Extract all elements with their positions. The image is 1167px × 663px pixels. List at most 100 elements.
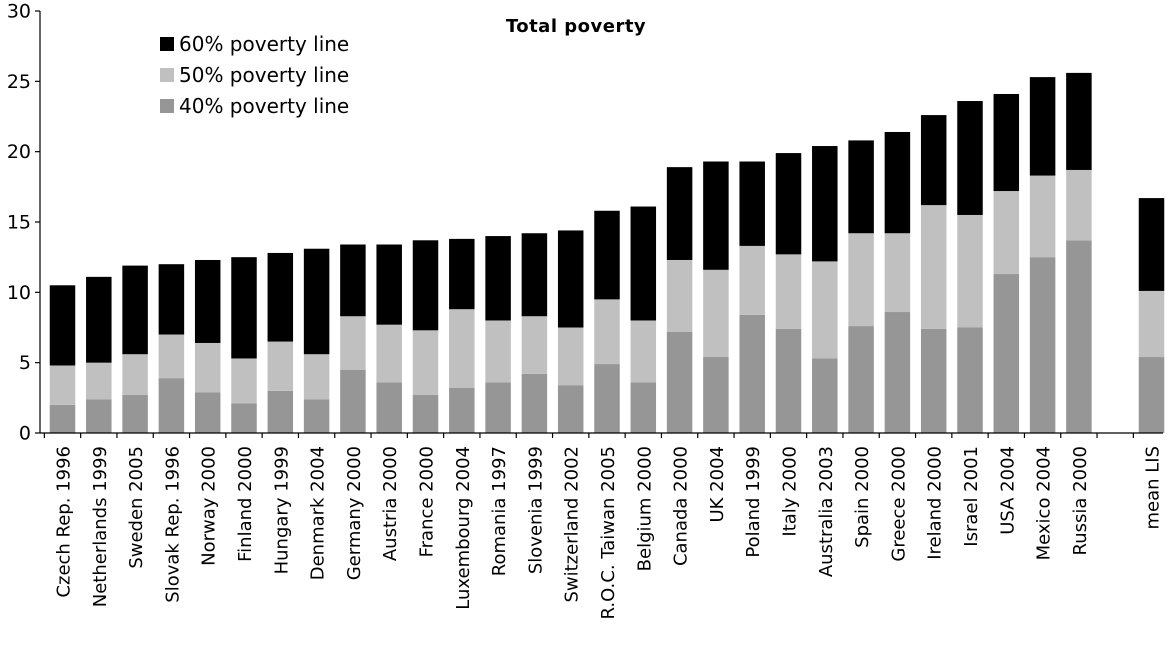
bar-segment-3-29: [1066, 72, 1092, 170]
bar-segment-1-25: [920, 328, 947, 433]
x-tick-label-10: Austria 2000: [380, 446, 401, 561]
bar-segment-1-14: [521, 373, 548, 433]
bar-segment-1-29: [1066, 240, 1092, 433]
bar-segment-1-5: [194, 392, 221, 433]
bar-segment-1-13: [485, 382, 511, 433]
x-tick-label-24: Greece 2000: [888, 446, 909, 562]
legend-swatch-2: [160, 68, 174, 82]
legend: 60% poverty line 50% poverty line 40% pove…: [160, 32, 349, 118]
bar-segment-1-12: [449, 387, 475, 433]
bar-segment-2-12: [449, 309, 475, 388]
x-tick-label-16: R.O.C. Taiwan 2005: [598, 446, 619, 620]
bar-segment-3-21: [775, 153, 802, 255]
bar-segment-1-2: [86, 399, 112, 433]
x-tick-label-2: Netherlands 1999: [90, 446, 111, 607]
bar-segment-2-11: [412, 330, 439, 396]
bar-segment-1-9: [340, 369, 366, 433]
bar-segment-3-9: [340, 244, 366, 317]
x-tick-label-5: Norway 2000: [199, 446, 220, 566]
x-tick-label-17: Belgium 2000: [634, 446, 655, 571]
bar-segment-2-23: [848, 233, 874, 327]
x-tick-label-23: Spain 2000: [852, 446, 873, 548]
bar-segment-1-23: [848, 326, 874, 433]
x-tick-label-12: Luxembourg 2004: [453, 446, 474, 610]
bar-segment-2-26: [957, 214, 983, 328]
legend-swatch-1: [160, 37, 174, 51]
x-tick-label-28: Mexico 2004: [1034, 446, 1055, 560]
bar-segment-2-17: [630, 320, 657, 383]
bar-segment-1-3: [122, 395, 148, 433]
bar-segment-2-30: [1138, 290, 1165, 358]
x-tick-label-27: USA 2004: [997, 446, 1018, 535]
bar-segment-3-27: [993, 93, 1020, 192]
bar-segment-3-4: [158, 264, 185, 335]
bar-segment-2-7: [267, 341, 294, 391]
bar-segment-1-21: [775, 328, 802, 433]
bar-segment-3-26: [957, 101, 983, 215]
bar-segment-2-24: [884, 233, 911, 313]
bars-group: [49, 72, 1165, 433]
x-tick-label-26: Israel 2001: [961, 446, 982, 547]
bar-segment-2-25: [920, 205, 947, 329]
bar-segment-1-18: [666, 331, 693, 433]
bar-segment-2-9: [340, 316, 366, 370]
y-tick-label-10: 10: [7, 282, 31, 304]
bar-segment-2-3: [122, 354, 148, 396]
bar-segment-1-27: [993, 274, 1020, 433]
x-tick-label-22: Australia 2003: [816, 446, 837, 577]
x-tick-label-21: Italy 2000: [780, 446, 801, 537]
x-tick-label-13: Romania 1997: [489, 446, 510, 576]
bar-segment-2-10: [376, 324, 402, 383]
bar-segment-2-4: [158, 334, 185, 379]
bar-segment-2-29: [1066, 169, 1092, 241]
bar-segment-2-16: [594, 299, 620, 365]
bar-segment-3-28: [1029, 77, 1056, 176]
bar-segment-1-20: [739, 314, 765, 433]
bar-segment-1-8: [303, 399, 330, 433]
bar-segment-1-6: [231, 403, 257, 433]
x-tick-label-19: UK 2004: [707, 446, 728, 523]
x-tick-label-8: Denmark 2004: [308, 446, 329, 580]
y-tick-label-5: 5: [19, 352, 31, 374]
bar-segment-3-11: [412, 240, 439, 331]
bar-segment-2-28: [1029, 175, 1056, 258]
bar-segment-3-24: [884, 131, 911, 234]
bar-segment-3-8: [303, 248, 330, 355]
bar-segment-3-25: [920, 115, 947, 206]
bar-segment-2-13: [485, 320, 511, 383]
x-tick-label-7: Hungary 1999: [271, 446, 292, 574]
bar-segment-1-30: [1138, 357, 1165, 433]
bar-segment-3-19: [703, 161, 729, 270]
x-tick-label-29: Russia 2000: [1070, 446, 1091, 555]
bar-segment-3-20: [739, 161, 765, 246]
bar-segment-2-2: [86, 362, 112, 400]
bar-segment-1-19: [703, 357, 729, 433]
bar-segment-3-18: [666, 167, 693, 260]
bar-segment-1-1: [49, 404, 76, 433]
x-tick-label-14: Slovenia 1999: [525, 446, 546, 574]
bar-segment-2-27: [993, 191, 1020, 275]
x-tick-label-11: France 2000: [417, 446, 438, 557]
legend-label-3: 40% poverty line: [179, 94, 349, 118]
bar-segment-1-7: [267, 390, 294, 433]
x-tick-label-4: Slovak Rep. 1996: [162, 446, 183, 603]
bar-segment-2-19: [703, 269, 729, 358]
bar-segment-3-5: [194, 259, 221, 343]
bar-segment-1-11: [412, 395, 439, 433]
x-tick-label-25: Ireland 2000: [925, 446, 946, 560]
legend-label-2: 50% poverty line: [179, 63, 349, 87]
bar-segment-3-3: [122, 265, 148, 355]
bar-segment-2-8: [303, 354, 330, 400]
x-tick-label-15: Switzerland 2002: [562, 446, 583, 603]
bar-segment-1-24: [884, 312, 911, 433]
bar-segment-3-13: [485, 236, 511, 321]
bar-segment-1-16: [594, 364, 620, 433]
bar-segment-1-17: [630, 382, 657, 433]
bar-segment-2-15: [557, 327, 584, 386]
bar-segment-3-16: [594, 210, 620, 300]
axes-group: 0 5 10 15 20 25 30 Czech Rep. 1996 Netherlands 1…: [7, 1, 1164, 620]
legend-swatch-3: [160, 99, 174, 113]
bar-segment-1-4: [158, 378, 185, 433]
bar-segment-3-14: [521, 233, 548, 317]
